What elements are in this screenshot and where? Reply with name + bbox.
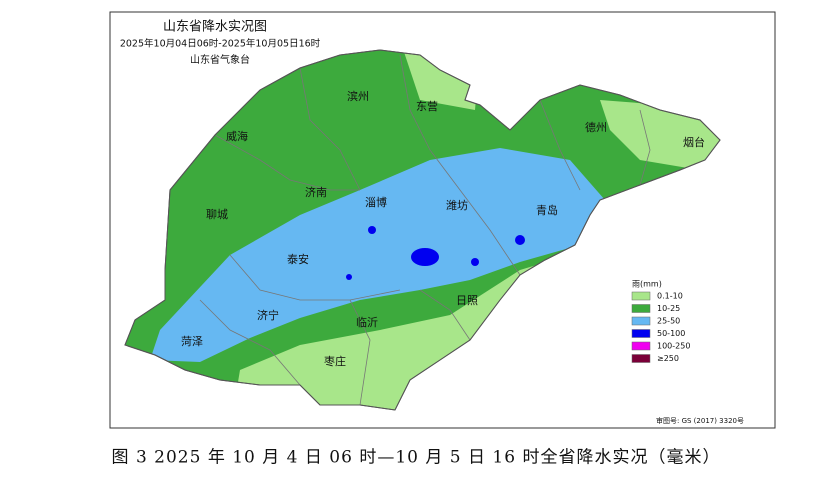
legend-label: 50-100 <box>657 329 685 338</box>
period: 2025年10月04日06时-2025年10月05日16时 <box>120 38 321 50</box>
legend-label: 100-250 <box>657 342 690 351</box>
city-label: 日照 <box>456 294 478 307</box>
boundaries <box>199 54 651 406</box>
city-label: 潍坊 <box>446 198 468 212</box>
city-label: 滨州 <box>347 89 369 103</box>
city-label: 泰安 <box>287 252 309 266</box>
city-label: 枣庄 <box>324 354 346 368</box>
city-label: 淄博 <box>365 196 387 209</box>
region-25-50 <box>150 148 605 362</box>
legend-swatch <box>631 316 651 326</box>
city-label: 东营 <box>416 99 438 113</box>
region-50-100 <box>471 258 479 266</box>
legend-title: 雨(mm) <box>632 280 662 289</box>
legend-swatch <box>631 341 651 351</box>
legend-swatch <box>631 291 651 301</box>
legend-label: ≥250 <box>657 354 679 363</box>
region-50-100 <box>346 274 352 280</box>
agency: 山东省气象台 <box>190 53 250 66</box>
city-label: 威海 <box>226 129 248 143</box>
legend-swatch <box>631 329 651 338</box>
city-label: 烟台 <box>683 135 705 149</box>
region-50-100 <box>515 235 525 245</box>
legend-swatch <box>631 354 651 363</box>
city-label: 济南 <box>305 185 327 199</box>
city-label: 济宁 <box>257 308 279 322</box>
city-label: 青岛 <box>536 203 558 217</box>
region-50-100 <box>411 248 439 266</box>
approval-number: 审图号: GS (2017) 3320号 <box>656 416 744 425</box>
caption: 图 3 2025 年 10 月 4 日 06 时—10 月 5 日 16 时全省… <box>112 448 721 468</box>
legend: 雨(mm) 0.1-10 10-25 25-50 50-100 100-250 ≥250 <box>631 280 690 363</box>
region-50-100 <box>368 226 376 234</box>
city-label: 聊城 <box>206 207 228 221</box>
province-outline <box>124 49 721 411</box>
legend-label: 10-25 <box>657 304 680 313</box>
city-label: 菏泽 <box>181 335 203 348</box>
city-label: 临沂 <box>356 315 378 329</box>
city-label: 德州 <box>585 120 607 134</box>
legend-label: 0.1-10 <box>657 292 683 301</box>
map-title: 山东省降水实况图 <box>163 20 267 35</box>
legend-label: 25-50 <box>657 317 680 326</box>
legend-swatch <box>631 304 651 313</box>
